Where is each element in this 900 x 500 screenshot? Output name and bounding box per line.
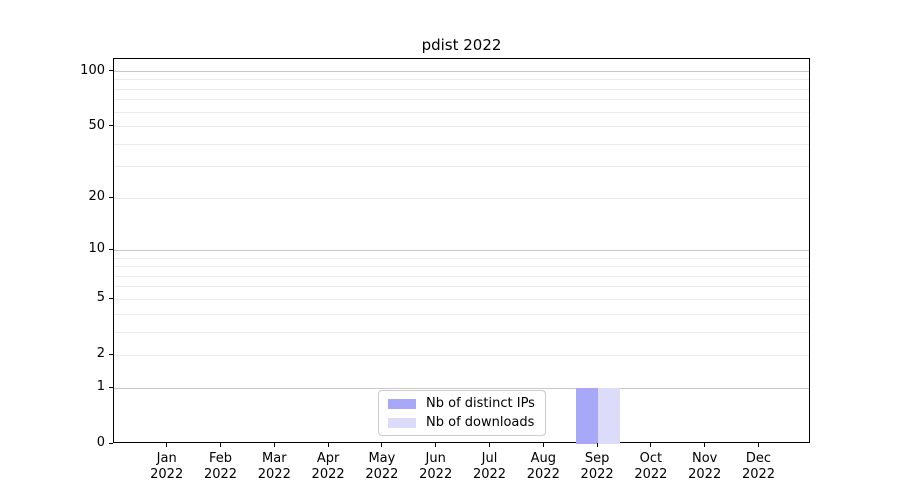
y-tick-mark bbox=[109, 386, 113, 388]
bar-distinct-ips bbox=[576, 388, 599, 444]
legend-swatch-downloads bbox=[388, 417, 416, 428]
minor-gridline bbox=[114, 99, 809, 101]
minor-gridline bbox=[114, 88, 809, 90]
y-tick-label: 0 bbox=[96, 435, 105, 450]
x-tick-label: Feb 2022 bbox=[203, 451, 238, 482]
x-tick-mark bbox=[166, 443, 168, 447]
x-tick-mark bbox=[327, 443, 329, 447]
x-tick-mark bbox=[489, 443, 490, 447]
legend-label-downloads: Nb of downloads bbox=[426, 415, 535, 430]
y-tick-mark bbox=[109, 196, 113, 198]
x-tick-label: Apr 2022 bbox=[311, 451, 345, 482]
y-tick-mark bbox=[109, 248, 113, 250]
legend-swatch-distinct-ips bbox=[388, 398, 416, 409]
x-tick-mark bbox=[435, 443, 437, 447]
x-tick-label: Jan 2022 bbox=[150, 451, 184, 482]
major-gridline bbox=[114, 387, 809, 389]
x-tick-mark bbox=[542, 443, 544, 447]
minor-gridline bbox=[114, 266, 809, 268]
x-tick-mark bbox=[381, 443, 383, 447]
x-tick-mark bbox=[704, 443, 706, 447]
y-tick-label: 1 bbox=[96, 379, 105, 395]
x-tick-mark bbox=[758, 443, 759, 447]
y-tick-label: 100 bbox=[80, 62, 105, 78]
minor-gridline bbox=[114, 313, 809, 315]
minor-gridline bbox=[114, 257, 809, 259]
minor-gridline bbox=[114, 275, 809, 277]
minor-gridline bbox=[114, 166, 809, 168]
y-tick-mark bbox=[109, 125, 113, 127]
x-tick-mark bbox=[650, 443, 652, 447]
x-tick-label: Oct 2022 bbox=[634, 451, 668, 482]
legend-label-distinct-ips: Nb of distinct IPs bbox=[426, 396, 535, 411]
y-tick-label: 2 bbox=[96, 346, 105, 362]
major-gridline bbox=[114, 71, 809, 73]
x-tick-mark bbox=[220, 443, 221, 447]
chart-title: pdist 2022 bbox=[421, 36, 502, 54]
plot-area: Nb of distinct IPs Nb of downloads bbox=[113, 58, 810, 444]
x-tick-label: Mar 2022 bbox=[257, 451, 291, 482]
y-tick-mark bbox=[109, 70, 113, 72]
legend-item-downloads: Nb of downloads bbox=[388, 415, 536, 430]
legend: Nb of distinct IPs Nb of downloads bbox=[378, 390, 546, 436]
minor-gridline bbox=[114, 143, 809, 145]
minor-gridline bbox=[114, 331, 809, 333]
x-tick-label: Dec 2022 bbox=[741, 451, 776, 482]
legend-item-distinct-ips: Nb of distinct IPs bbox=[388, 396, 536, 411]
minor-gridline bbox=[114, 197, 809, 199]
y-tick-mark bbox=[109, 297, 113, 299]
x-tick-label: Sep 2022 bbox=[580, 451, 614, 482]
minor-gridline bbox=[114, 79, 809, 81]
minor-gridline bbox=[114, 126, 809, 128]
y-tick-label: 5 bbox=[96, 290, 105, 306]
minor-gridline bbox=[114, 286, 809, 288]
x-tick-label: Aug 2022 bbox=[526, 451, 560, 482]
x-tick-label: Jun 2022 bbox=[419, 451, 453, 482]
minor-gridline bbox=[114, 354, 809, 356]
x-tick-label: Jul 2022 bbox=[472, 451, 507, 482]
x-tick-mark bbox=[596, 443, 598, 447]
x-tick-label: Nov 2022 bbox=[688, 451, 722, 482]
y-tick-label: 10 bbox=[88, 241, 105, 257]
y-tick-label: 50 bbox=[88, 117, 105, 133]
bar-downloads bbox=[598, 388, 621, 444]
minor-gridline bbox=[114, 298, 809, 300]
x-tick-label: May 2022 bbox=[365, 451, 399, 482]
x-tick-mark bbox=[273, 443, 275, 447]
major-gridline bbox=[114, 249, 809, 251]
y-tick-mark bbox=[109, 442, 113, 444]
y-tick-label: 20 bbox=[88, 189, 105, 205]
y-tick-mark bbox=[109, 353, 113, 355]
minor-gridline bbox=[114, 111, 809, 113]
